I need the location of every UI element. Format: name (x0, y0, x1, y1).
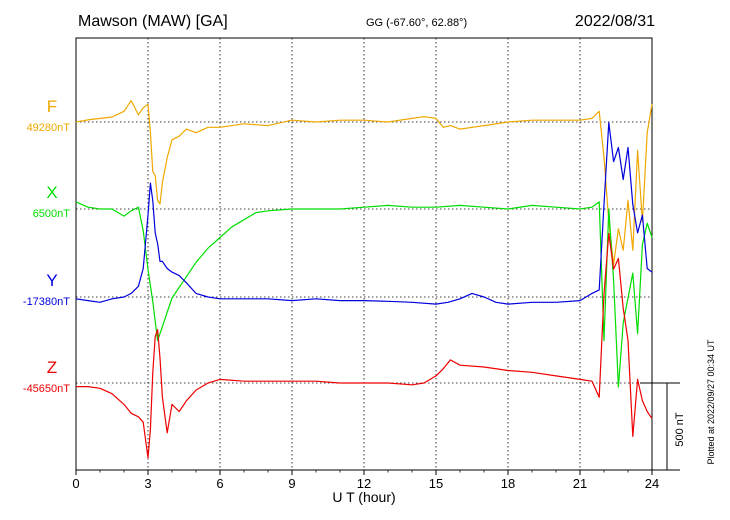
x-tick-label-15: 15 (429, 476, 443, 491)
baseline-value-F: 49280nT (27, 122, 71, 134)
baseline-value-Z: -45650nT (23, 383, 70, 395)
trace-Z (76, 232, 653, 459)
traces (75, 99, 653, 459)
plotted-at-note: Plotted at 2022/09/27 00:34 UT (706, 339, 716, 465)
station-title: Mawson (MAW) [GA] (78, 13, 228, 30)
baseline-value-X: 6500nT (33, 208, 71, 220)
x-axis-label: U T (hour) (332, 489, 395, 505)
series-name-Y: Y (46, 271, 57, 290)
series-name-Z: Z (47, 358, 57, 377)
series-name-X: X (46, 183, 57, 202)
baseline-value-Y: -17380nT (23, 296, 70, 308)
plot-date: 2022/08/31 (575, 13, 655, 30)
x-tick-label-18: 18 (501, 476, 515, 491)
series-name-F: F (47, 97, 57, 116)
series-labels: F 49280nT X 6500nT Y -17380nT Z -45650nT (23, 97, 70, 395)
trace-Y (75, 121, 653, 305)
x-tick-label-0: 0 (72, 476, 79, 491)
x-tick-label-24: 24 (645, 476, 659, 491)
x-tick-label-12: 12 (357, 476, 371, 491)
x-tick-label-6: 6 (216, 476, 223, 491)
x-axis-ticks: 0 3 6 9 12 15 18 21 24 (72, 470, 659, 491)
scale-bar: 500 nT (640, 382, 686, 471)
x-tick-label-9: 9 (288, 476, 295, 491)
vertical-grid (147, 38, 581, 470)
scale-bar-label: 500 nT (674, 412, 686, 447)
geographic-coordinates: GG (-67.60°, 62.88°) (366, 17, 467, 29)
x-tick-label-21: 21 (573, 476, 587, 491)
trace-X (75, 201, 653, 388)
x-tick-label-3: 3 (144, 476, 151, 491)
